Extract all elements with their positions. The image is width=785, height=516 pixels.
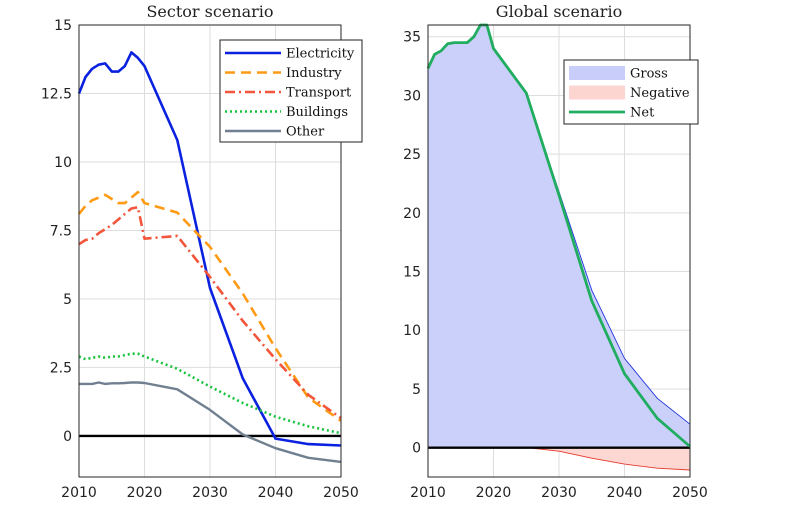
left-tick-labels: 2010 2020 2030 2040 2050 0 2.5 5 7.5 10 12.5 15 bbox=[41, 18, 359, 501]
left-x-tick-label: 2030 bbox=[192, 485, 228, 501]
right-y-tick-label: 10 bbox=[403, 323, 421, 339]
right-x-tick-label: 2040 bbox=[607, 485, 643, 501]
right-chart-title: Global scenario bbox=[496, 2, 622, 21]
left-y-tick-label: 5 bbox=[63, 292, 72, 308]
left-chart-title: Sector scenario bbox=[146, 2, 273, 21]
right-tick-labels: 2010 2020 2030 2040 2050 0 5 10 15 20 25 30 35 bbox=[403, 30, 708, 501]
legend-label: Transport bbox=[286, 86, 352, 101]
right-y-tick-label: 25 bbox=[403, 147, 421, 163]
left-x-tick-label: 2020 bbox=[127, 485, 163, 501]
left-y-tick-label: 10 bbox=[54, 155, 72, 171]
right-axes-frame bbox=[427, 24, 691, 478]
left-legend: Electricity Industry Transport Buildings Oth… bbox=[219, 39, 363, 143]
legend-label: Net bbox=[630, 106, 655, 121]
legend-label: Gross bbox=[630, 67, 668, 82]
legend-label: Negative bbox=[630, 86, 690, 101]
area-gross bbox=[428, 25, 690, 448]
left-series bbox=[77, 51, 342, 464]
legend-swatch bbox=[569, 66, 625, 80]
right-x-tick-label: 2010 bbox=[410, 485, 446, 501]
legend-box bbox=[219, 39, 363, 143]
series-line-industry bbox=[77, 190, 342, 422]
left-y-tick-label: 2.5 bbox=[50, 360, 72, 376]
left-x-tick-label: 2010 bbox=[61, 485, 97, 501]
legend-label: Other bbox=[286, 125, 325, 140]
right-legend: Gross Negative Net bbox=[563, 59, 699, 125]
right-y-tick-label: 20 bbox=[403, 206, 421, 222]
right-x-tick-label: 2050 bbox=[672, 485, 708, 501]
left-y-tick-label: 12.5 bbox=[41, 86, 72, 102]
left-x-tick-label: 2040 bbox=[258, 485, 294, 501]
right-y-tick-label: 30 bbox=[403, 88, 421, 104]
legend-label: Buildings bbox=[286, 105, 348, 120]
left-y-tick-label: 15 bbox=[54, 18, 72, 34]
right-x-tick-label: 2030 bbox=[541, 485, 577, 501]
right-y-tick-label: 35 bbox=[403, 30, 421, 46]
left-y-tick-label: 7.5 bbox=[50, 223, 72, 239]
right-x-tick-label: 2020 bbox=[476, 485, 512, 501]
left-x-tick-label: 2050 bbox=[323, 485, 359, 501]
series-line-other bbox=[79, 381, 342, 464]
legend-swatch bbox=[569, 85, 625, 100]
right-y-tick-label: 5 bbox=[412, 382, 421, 398]
series-line-transport bbox=[78, 205, 342, 420]
right-y-tick-label: 0 bbox=[412, 441, 421, 457]
series-line-electricity bbox=[77, 51, 342, 447]
legend-label: Industry bbox=[286, 66, 342, 81]
left-axes-frame bbox=[78, 24, 342, 478]
area-negative bbox=[428, 447, 690, 470]
sector-scenario-chart: 2010 2020 2030 2040 2050 0 2.5 5 7.5 10 12.5 15 Sec… bbox=[41, 2, 363, 501]
legend-label: Electricity bbox=[286, 47, 355, 62]
right-y-tick-label: 15 bbox=[403, 265, 421, 281]
left-y-tick-label: 0 bbox=[63, 429, 72, 445]
global-scenario-chart: 2010 2020 2030 2040 2050 0 5 10 15 20 25 30 35 Globa… bbox=[403, 2, 708, 501]
